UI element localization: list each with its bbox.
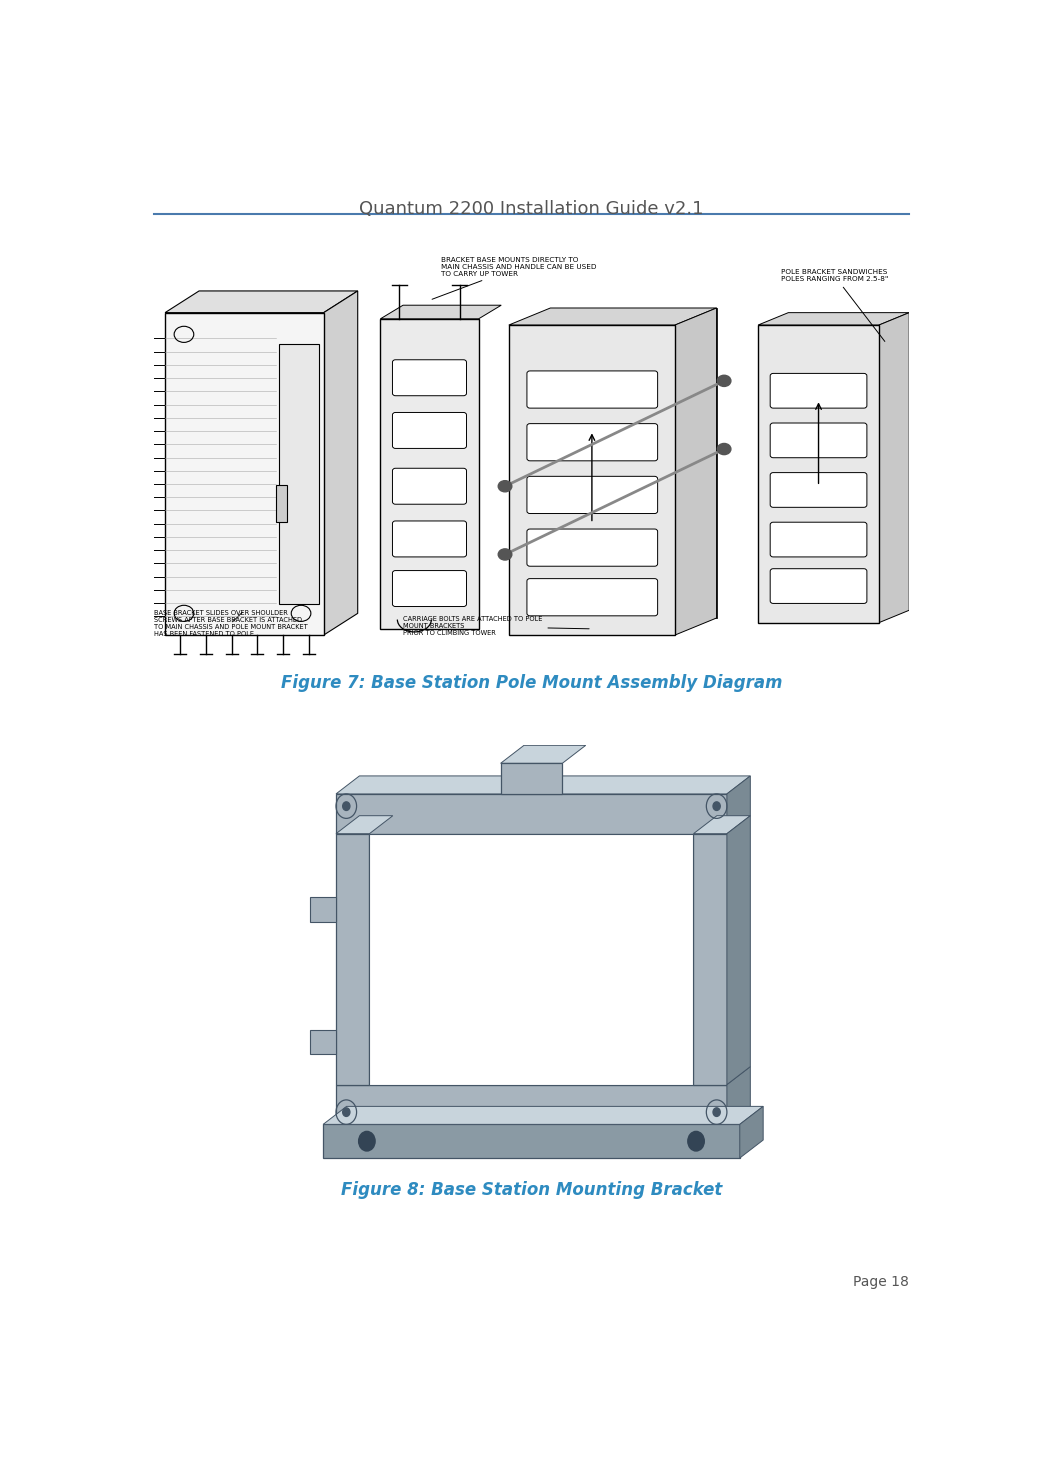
- Text: Quantum 2200 Installation Guide v2.1: Quantum 2200 Installation Guide v2.1: [359, 201, 704, 218]
- Text: Figure 7: Base Station Pole Mount Assembly Diagram: Figure 7: Base Station Pole Mount Assemb…: [281, 673, 782, 692]
- Text: Figure 8: Base Station Mounting Bracket: Figure 8: Base Station Mounting Bracket: [341, 1181, 722, 1199]
- Text: Page 18: Page 18: [853, 1275, 909, 1290]
